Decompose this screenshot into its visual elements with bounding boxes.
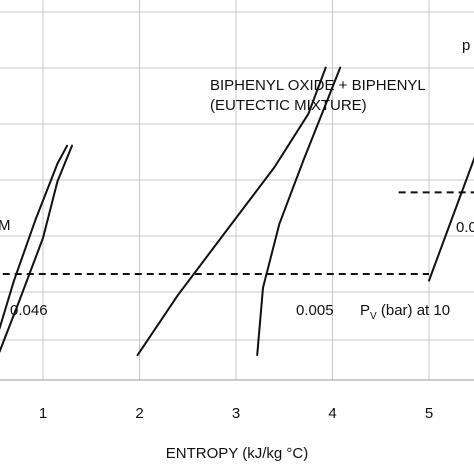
annotation-pv-0005: 0.005	[296, 302, 334, 319]
reference-lines	[0, 191, 474, 275]
curves	[0, 66, 474, 357]
x-axis-label: ENTROPY (kJ/kg °C)	[166, 445, 308, 462]
series-line-0	[0, 144, 69, 331]
annotation-m-fragment: M	[0, 217, 11, 234]
x-tick-label-2: 3	[232, 405, 240, 422]
series-line-2	[136, 66, 327, 357]
pv-label-rest: (bar) at 10	[377, 302, 450, 319]
annotation-eutectic-line2: (EUTECTIC MIXTURE)	[210, 97, 367, 114]
pv-label-sub: V	[370, 311, 377, 322]
x-tick-label-1: 2	[135, 405, 143, 422]
x-tick-label-3: 4	[328, 405, 336, 422]
pv-label-main: P	[360, 302, 370, 319]
x-tick-label-0: 1	[39, 405, 47, 422]
annotation-p-fragment: p	[462, 37, 470, 54]
grid	[0, 0, 474, 380]
annotation-eutectic-line1: BIPHENYL OXIDE + BIPHENYL	[210, 77, 426, 94]
series-line-4	[428, 156, 474, 282]
series-line-1	[0, 144, 73, 353]
x-tick-labels: 1 2 3 4 5	[39, 405, 433, 422]
annotation-pv-0046: 0.046	[10, 302, 48, 319]
annotation-pv-partial: 0.0	[456, 219, 474, 236]
pv-label: PV (bar) at 10	[360, 302, 450, 322]
series-line-3	[256, 66, 342, 357]
x-tick-label-4: 5	[425, 405, 433, 422]
